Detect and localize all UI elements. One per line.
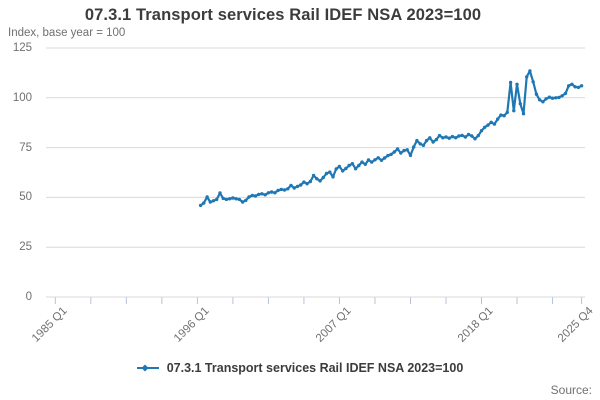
y-axis-unit-label: Index, base year = 100	[8, 27, 126, 39]
series-line[interactable]	[199, 69, 583, 207]
y-axis-tick-label: 75	[19, 141, 32, 154]
y-axis-tick-label: 125	[12, 42, 32, 54]
y-axis-tick-label: 50	[19, 191, 32, 204]
legend-line-marker-icon	[136, 364, 159, 372]
chart-title: 07.3.1 Transport services Rail IDEF NSA …	[84, 6, 482, 24]
y-axis-tick-label: 100	[12, 91, 32, 104]
source-label: Source:	[550, 383, 592, 397]
legend-series-label: 07.3.1 Transport services Rail IDEF NSA …	[166, 361, 464, 375]
legend: 07.3.1 Transport services Rail IDEF NSA …	[0, 361, 600, 375]
y-axis-tick-label: 0	[25, 291, 32, 303]
y-axis-tick-label: 25	[19, 241, 32, 254]
